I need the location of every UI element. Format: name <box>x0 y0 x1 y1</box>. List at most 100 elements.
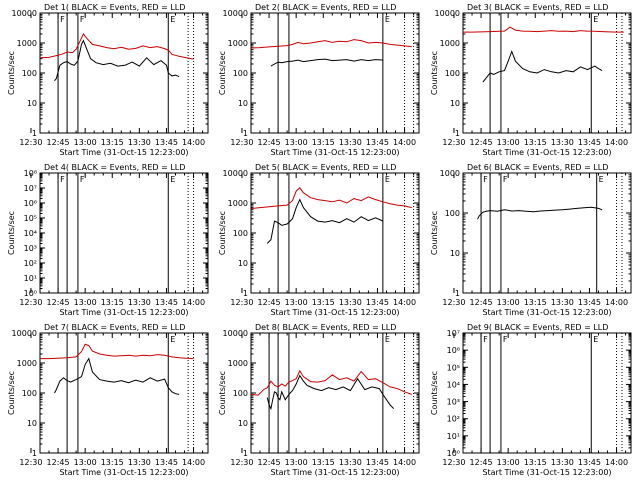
panel-det-2: 1 10 100 1000 10000 12:30 12:45 13:00 13:15 13:30… <box>218 3 420 157</box>
series-events-line <box>477 206 603 220</box>
y-tick-label: 1000 <box>228 199 248 208</box>
x-tick-label: 12:45 <box>47 138 70 147</box>
y-tick-label: 100 <box>445 69 460 78</box>
x-tick-label: 14:00 <box>182 458 205 467</box>
y-axis-title: Counts/sec <box>7 371 16 415</box>
event-marker-label: E <box>385 15 390 24</box>
x-tick-label: 12:30 <box>19 298 42 307</box>
x-tick-label: 13:30 <box>128 138 151 147</box>
event-marker-label: E <box>593 335 598 344</box>
x-tick-label: 14:00 <box>393 298 416 307</box>
y-axis-title: Counts/sec <box>430 51 439 95</box>
x-axis-title: Start Time (31-Oct-15 12:23:00) <box>482 308 611 317</box>
x-tick-label: 13:15 <box>312 298 335 307</box>
x-tick-label: 14:00 <box>605 138 628 147</box>
panel-title: Det 1( BLACK = Events, RED = LLD <box>44 3 185 12</box>
y-tick-label: 100 <box>233 229 248 238</box>
x-tick-label: 13:15 <box>312 458 335 467</box>
y-tick-label: 1 <box>243 289 248 298</box>
y-tick-label: 10⁶ <box>24 199 37 208</box>
y-axis-title: Counts/sec <box>430 211 439 255</box>
series-events-line <box>482 50 603 83</box>
x-tick-label: 13:45 <box>578 138 601 147</box>
y-axis-title: Counts/sec <box>7 211 16 255</box>
x-tick-label: 14:00 <box>605 298 628 307</box>
y-tick-label: 10⁷ <box>447 329 460 338</box>
y-tick-label: 10000 <box>223 169 248 178</box>
x-tick-label: 14:00 <box>182 138 205 147</box>
y-tick-label: 100 <box>233 69 248 78</box>
y-tick-label: 10² <box>24 259 37 268</box>
panel-title: Det 7( BLACK = Events, RED = LLD <box>44 323 185 332</box>
x-tick-label: 12:45 <box>470 138 493 147</box>
panel-det-3: 1 10 100 1000 10000 12:30 12:45 13:00 13:15 13:30… <box>430 3 632 157</box>
y-tick-label: 10 <box>27 99 37 108</box>
event-marker-label: E <box>170 15 175 24</box>
y-tick-label: 10⁵ <box>24 214 37 223</box>
series-lld-line <box>39 33 194 60</box>
event-marker-label: F <box>483 175 488 184</box>
x-tick-label: 13:45 <box>155 138 178 147</box>
x-tick-label: 13:30 <box>339 298 362 307</box>
y-tick-label: 10² <box>447 415 460 424</box>
x-tick-label: 13:15 <box>524 138 547 147</box>
x-tick-label: 13:00 <box>74 458 97 467</box>
y-tick-label: 1000 <box>228 39 248 48</box>
x-tick-label: 13:45 <box>578 458 601 467</box>
panel-title: Det 2( BLACK = Events, RED = LLD <box>255 3 396 12</box>
event-marker-label: E <box>385 175 390 184</box>
x-tick-label: 13:15 <box>312 138 335 147</box>
x-tick-label: 12:45 <box>47 298 70 307</box>
y-axis-title: Counts/sec <box>218 211 227 255</box>
event-marker-label: F <box>503 175 508 184</box>
y-tick-label: 10⁷ <box>24 184 37 193</box>
y-tick-label: 1000 <box>228 359 248 368</box>
x-tick-label: 12:45 <box>470 298 493 307</box>
x-tick-label: 12:30 <box>442 458 465 467</box>
plot-frame <box>462 172 632 294</box>
x-tick-label: 13:30 <box>339 458 362 467</box>
x-tick-label: 13:30 <box>551 458 574 467</box>
series-lld-line <box>463 26 624 33</box>
x-tick-label: 12:30 <box>19 458 42 467</box>
event-marker-label: E <box>385 335 390 344</box>
x-tick-label: 13:15 <box>101 298 124 307</box>
event-marker-label: E <box>170 335 175 344</box>
plot-frame <box>39 332 209 454</box>
y-tick-label: 10³ <box>24 244 37 253</box>
x-tick-label: 13:00 <box>497 138 520 147</box>
y-tick-label: 10000 <box>223 9 248 18</box>
x-axis-title: Start Time (31-Oct-15 12:23:00) <box>59 148 188 157</box>
x-tick-label: 13:00 <box>285 298 308 307</box>
x-tick-label: 13:45 <box>366 138 389 147</box>
panel-title: Det 5( BLACK = Events, RED = LLD <box>255 163 396 172</box>
y-tick-label: 10 <box>238 99 248 108</box>
y-tick-label: 10 <box>238 259 248 268</box>
x-tick-label: 12:30 <box>442 298 465 307</box>
panel-det-5: 1 10 100 1000 10000 12:30 12:45 13:00 13:15 13:30… <box>218 163 420 317</box>
y-axis-title: Counts/sec <box>218 51 227 95</box>
x-tick-label: 12:30 <box>230 138 253 147</box>
plot-frame <box>250 12 420 134</box>
y-tick-label: 10⁰ <box>24 289 37 298</box>
y-tick-label: 1000 <box>17 39 37 48</box>
y-tick-label: 10 <box>450 99 460 108</box>
y-tick-label: 10⁵ <box>447 363 460 372</box>
series-events-line <box>266 374 395 411</box>
y-tick-label: 10000 <box>12 9 37 18</box>
plot-frame <box>462 332 632 454</box>
event-marker-label: F <box>80 175 85 184</box>
x-tick-label: 12:30 <box>442 138 465 147</box>
event-marker-label: F <box>60 15 65 24</box>
plot-frame <box>39 12 209 134</box>
x-axis-title: Start Time (31-Oct-15 12:23:00) <box>482 148 611 157</box>
x-tick-label: 12:30 <box>230 458 253 467</box>
x-tick-label: 12:45 <box>258 298 281 307</box>
x-tick-label: 14:00 <box>182 298 205 307</box>
y-tick-label: 1 <box>243 449 248 458</box>
y-tick-label: 1000 <box>440 39 460 48</box>
y-tick-label: 100 <box>233 389 248 398</box>
y-tick-label: 10¹ <box>24 274 37 283</box>
series-events-line <box>54 39 180 82</box>
panel-det-1: 1 10 100 1000 10000 12:30 12:45 13:00 13:15 13:30… <box>7 3 209 157</box>
